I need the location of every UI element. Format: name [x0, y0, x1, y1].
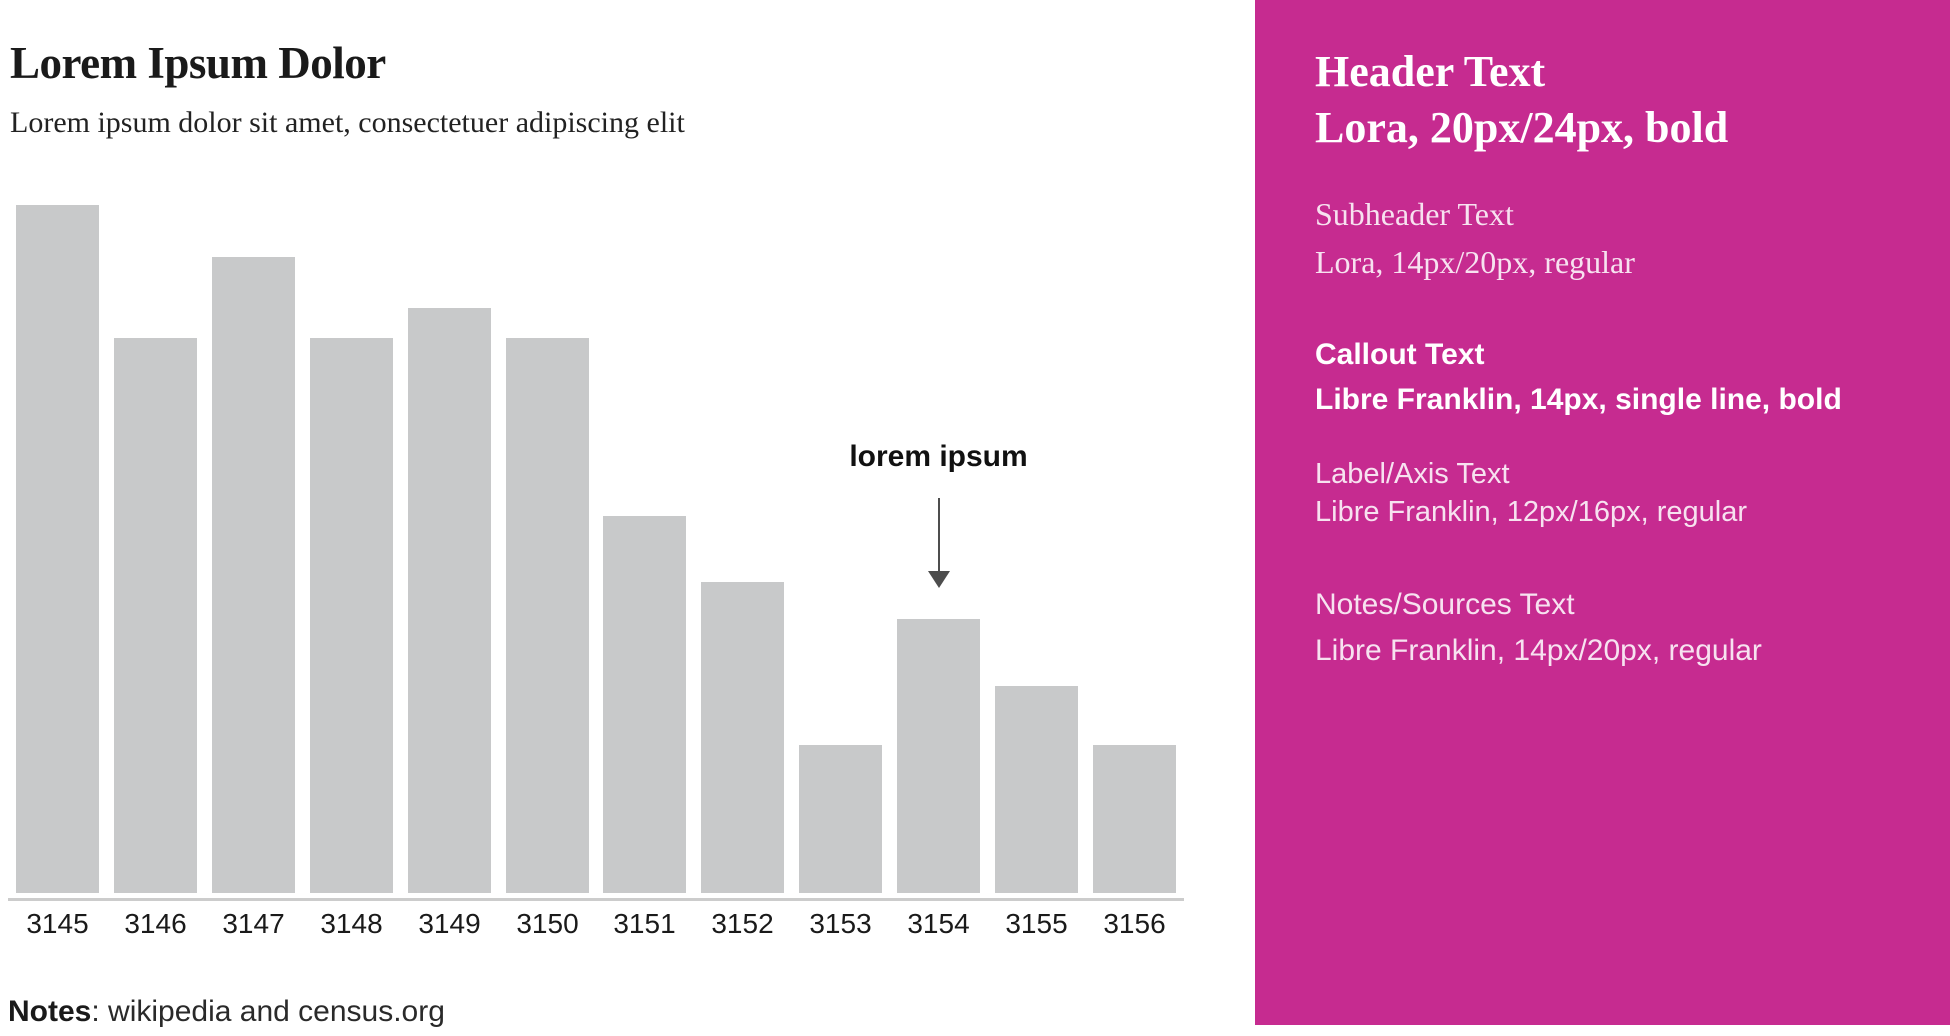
- spec-group-subheader-line: Lora, 14px/20px, regular: [1315, 244, 1635, 280]
- x-axis-label-3146: 3146: [124, 908, 187, 939]
- bar-3149: [408, 308, 491, 893]
- spec-group-label-axis-line: Label/Axis Text: [1315, 458, 1510, 490]
- bar-3147: [212, 257, 295, 893]
- bar-3151: [603, 516, 686, 893]
- bar-3150: [506, 338, 589, 893]
- x-axis-label-3154: 3154: [907, 908, 970, 939]
- bar-3145: [16, 205, 99, 893]
- bar-chart: 3145 3146 3147 3148 3149 3150 3151 3152 3153 3154…: [8, 205, 1184, 939]
- spec-group-label-axis: Label/Axis Text Libre Franklin, 12px/16px…: [1315, 455, 1747, 531]
- x-axis-label-3155: 3155: [1005, 908, 1068, 939]
- chart-title: Lorem Ipsum Dolor: [10, 38, 386, 88]
- x-axis-label-3152: 3152: [711, 908, 774, 939]
- bar-3154: [897, 619, 980, 893]
- x-axis-label-3145: 3145: [26, 908, 89, 939]
- bar-3153: [799, 745, 882, 893]
- bar-3155: [995, 686, 1078, 893]
- spec-group-callout-line: Libre Franklin, 14px, single line, bold: [1315, 383, 1842, 416]
- chart-subtitle: Lorem ipsum dolor sit amet, consectetuer…: [10, 106, 685, 139]
- x-axis-label-3149: 3149: [418, 908, 481, 939]
- bar-3152: [701, 582, 784, 893]
- notes-label: Notes: [8, 995, 92, 1028]
- chart-notes: Notes: wikipedia and census.org: [8, 994, 445, 1030]
- x-axis-label-3150: 3150: [516, 908, 579, 939]
- spec-group-callout-line: Callout Text: [1315, 338, 1485, 371]
- spec-group-subheader: Subheader Text Lora, 14px/20px, regular: [1315, 190, 1635, 286]
- spec-group-notes-sources: Notes/Sources Text Libre Franklin, 14px/2…: [1315, 582, 1762, 674]
- x-axis-label-3151: 3151: [613, 908, 676, 939]
- spec-group-header-line: Lora, 20px/24px, bold: [1315, 103, 1729, 152]
- x-axis-label-3153: 3153: [809, 908, 872, 939]
- x-axis-label-3147: 3147: [222, 908, 285, 939]
- annotation-arrow-head-icon: [927, 571, 950, 588]
- typography-spec-panel: [1255, 0, 1950, 1025]
- annotation-label: lorem ipsum: [849, 440, 1028, 473]
- spec-group-notes-sources-line: Notes/Sources Text: [1315, 588, 1575, 621]
- spec-group-label-axis-line: Libre Franklin, 12px/16px, regular: [1315, 496, 1748, 528]
- spec-group-header: Header Text Lora, 20px/24px, bold: [1315, 44, 1728, 156]
- x-axis-label-3148: 3148: [320, 908, 383, 939]
- x-axis-label-3156: 3156: [1103, 908, 1166, 939]
- x-axis-line: [8, 898, 1184, 901]
- spec-group-header-line: Header Text: [1315, 47, 1546, 96]
- bar-3148: [310, 338, 393, 893]
- spec-group-callout: Callout Text Libre Franklin, 14px, single…: [1315, 332, 1842, 422]
- notes-text: : wikipedia and census.org: [91, 995, 445, 1028]
- spec-group-notes-sources-line: Libre Franklin, 14px/20px, regular: [1315, 634, 1762, 667]
- bar-3146: [114, 338, 197, 893]
- bar-3156: [1093, 745, 1176, 893]
- annotation-arrow: [937, 498, 940, 572]
- spec-group-subheader-line: Subheader Text: [1315, 196, 1514, 232]
